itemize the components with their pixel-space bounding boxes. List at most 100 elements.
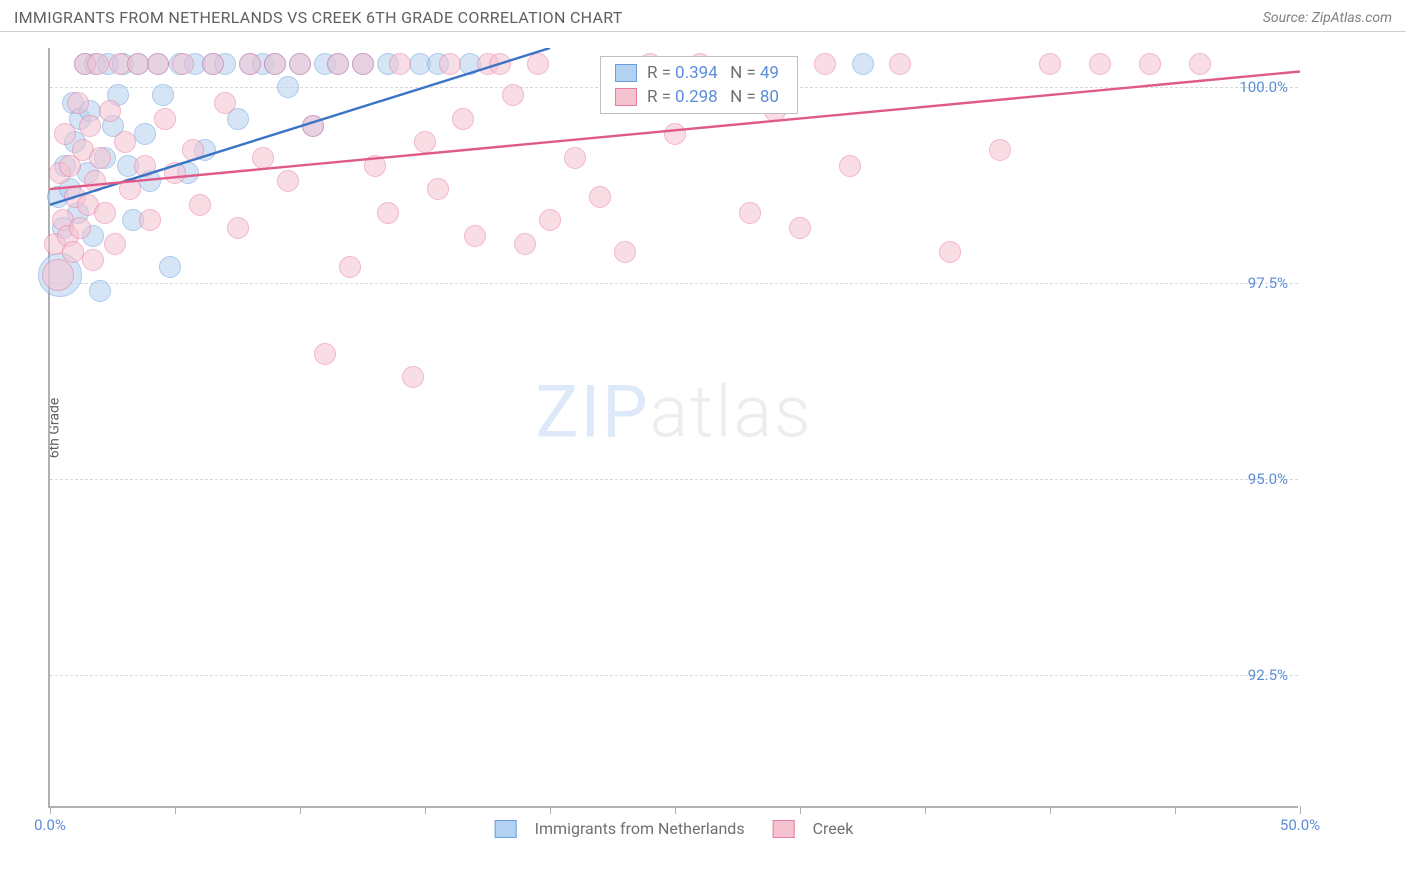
scatter-point	[589, 186, 611, 208]
scatter-point	[227, 217, 249, 239]
scatter-point	[99, 100, 121, 122]
scatter-point	[539, 209, 561, 231]
scatter-point	[89, 280, 111, 302]
stat-r-value: 0.298	[675, 87, 718, 107]
gridline-horizontal	[50, 479, 1298, 480]
scatter-point	[89, 147, 111, 169]
watermark: ZIPatlas	[535, 369, 812, 454]
scatter-point	[852, 53, 874, 75]
scatter-point	[389, 53, 411, 75]
y-tick-label: 97.5%	[1248, 274, 1288, 292]
chart-title: IMMIGRANTS FROM NETHERLANDS VS CREEK 6TH…	[14, 8, 623, 27]
scatter-point	[664, 123, 686, 145]
x-tick	[175, 806, 176, 814]
chart-container: 6th Grade ZIPatlas 92.5%95.0%97.5%100.0%…	[48, 48, 1392, 808]
scatter-point	[239, 53, 261, 75]
stat-n-value: 49	[760, 63, 779, 83]
scatter-point	[527, 53, 549, 75]
scatter-point	[277, 76, 299, 98]
scatter-point	[402, 366, 424, 388]
gridline-horizontal	[50, 283, 1298, 284]
scatter-point	[839, 155, 861, 177]
scatter-point	[104, 233, 126, 255]
scatter-point	[1139, 53, 1161, 75]
x-tick	[425, 806, 426, 814]
x-tick	[50, 806, 51, 814]
legend-swatch	[495, 820, 517, 838]
scatter-point	[314, 343, 336, 365]
trend-lines	[50, 48, 1300, 808]
scatter-point	[264, 53, 286, 75]
scatter-point	[614, 241, 636, 263]
stats-row: R = 0.298 N = 80	[601, 85, 797, 109]
scatter-point	[159, 256, 181, 278]
scatter-point	[127, 53, 149, 75]
scatter-point	[364, 155, 386, 177]
scatter-point	[1089, 53, 1111, 75]
scatter-point	[67, 92, 89, 114]
scatter-point	[42, 259, 74, 291]
scatter-point	[277, 170, 299, 192]
scatter-point	[427, 178, 449, 200]
scatter-point	[139, 209, 161, 231]
legend: Immigrants from Netherlands Creek	[495, 819, 854, 838]
scatter-point	[814, 53, 836, 75]
stat-r-label: R =	[647, 87, 671, 107]
x-tick	[925, 806, 926, 814]
stats-row: R = 0.394 N = 49	[601, 61, 797, 85]
scatter-point	[94, 202, 116, 224]
scatter-point	[154, 108, 176, 130]
scatter-point	[69, 217, 91, 239]
scatter-point	[202, 53, 224, 75]
legend-swatch	[773, 820, 795, 838]
scatter-point	[164, 162, 186, 184]
gridline-horizontal	[50, 675, 1298, 676]
scatter-point	[564, 147, 586, 169]
scatter-point	[84, 170, 106, 192]
x-tick	[1175, 806, 1176, 814]
x-tick	[800, 806, 801, 814]
scatter-point	[79, 115, 101, 137]
chart-header: IMMIGRANTS FROM NETHERLANDS VS CREEK 6TH…	[0, 0, 1406, 32]
x-tick	[300, 806, 301, 814]
scatter-point	[339, 256, 361, 278]
scatter-point	[1189, 53, 1211, 75]
legend-item: Creek	[773, 819, 854, 838]
scatter-point	[252, 147, 274, 169]
y-tick-label: 100.0%	[1239, 78, 1288, 96]
x-tick	[550, 806, 551, 814]
stat-n-label: N =	[722, 63, 756, 83]
scatter-point	[502, 84, 524, 106]
y-tick-label: 92.5%	[1248, 666, 1288, 684]
scatter-point	[1039, 53, 1061, 75]
x-tick-label: 0.0%	[34, 816, 66, 834]
scatter-point	[489, 53, 511, 75]
series-swatch	[615, 88, 637, 106]
scatter-point	[939, 241, 961, 263]
x-tick-label: 50.0%	[1280, 816, 1320, 834]
scatter-point	[214, 92, 236, 114]
scatter-point	[789, 217, 811, 239]
scatter-point	[172, 53, 194, 75]
scatter-point	[452, 108, 474, 130]
legend-label: Creek	[813, 819, 854, 838]
chart-source: Source: ZipAtlas.com	[1263, 10, 1392, 26]
scatter-point	[62, 241, 84, 263]
stat-r-label: R =	[647, 63, 671, 83]
plot-area: ZIPatlas 92.5%95.0%97.5%100.0%0.0%50.0%R…	[48, 48, 1298, 808]
scatter-point	[152, 84, 174, 106]
scatter-point	[302, 115, 324, 137]
stat-n-value: 80	[760, 87, 779, 107]
scatter-point	[989, 139, 1011, 161]
scatter-point	[289, 53, 311, 75]
legend-item: Immigrants from Netherlands	[495, 819, 745, 838]
scatter-point	[134, 123, 156, 145]
scatter-point	[464, 225, 486, 247]
scatter-point	[134, 155, 156, 177]
scatter-point	[352, 53, 374, 75]
scatter-point	[119, 178, 141, 200]
stat-n-label: N =	[722, 87, 756, 107]
scatter-point	[182, 139, 204, 161]
x-tick	[1050, 806, 1051, 814]
scatter-point	[327, 53, 349, 75]
